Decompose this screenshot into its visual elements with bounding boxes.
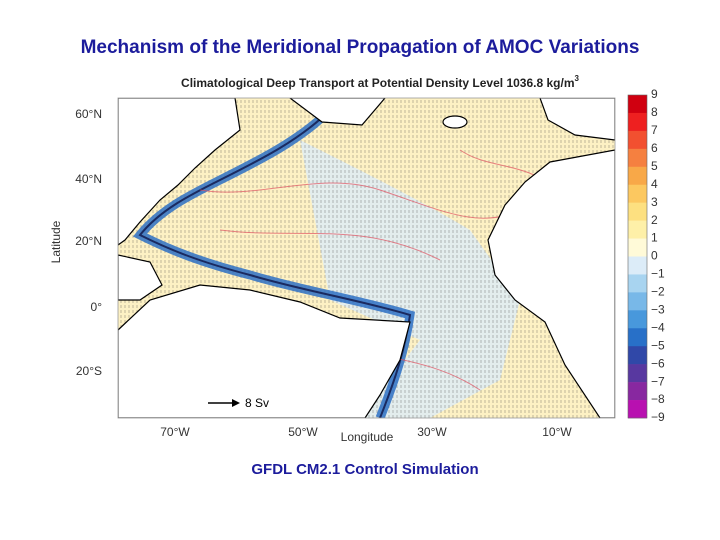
colorbar-label: 3	[651, 195, 658, 209]
colorbar-segment	[628, 328, 647, 347]
colorbar-label: 2	[651, 213, 658, 227]
colorbar-segment	[628, 238, 647, 257]
colorbar-label: −4	[651, 320, 665, 334]
colorbar-label: −2	[651, 285, 665, 299]
colorbar-segment	[628, 400, 647, 419]
colorbar-segment	[628, 292, 647, 311]
greenland	[289, 98, 386, 126]
contour-line	[199, 149, 561, 391]
colorbar-label: −9	[651, 410, 665, 424]
y-axis-label: Latitude	[49, 220, 63, 263]
lon-tick-label: 50°W	[288, 425, 318, 439]
colorbar-segment	[628, 166, 647, 186]
slide-title: Mechanism of the Meridional Propagation …	[81, 37, 640, 58]
colorbar-label: 9	[651, 87, 658, 101]
lat-tick-label: 20°S	[76, 364, 102, 378]
map	[118, 98, 615, 418]
colorbar-segment	[628, 274, 647, 293]
colorbar-segment	[628, 184, 647, 203]
figure-title-text: Climatological Deep Transport at Potenti…	[181, 76, 574, 90]
colorbar-label: −6	[651, 356, 665, 370]
colorbar-label: −7	[651, 374, 665, 388]
colorbar-label: 4	[651, 177, 658, 191]
south-america	[118, 284, 411, 418]
colorbar-segment	[628, 202, 647, 221]
africa	[487, 149, 615, 418]
figure-title-superscript: 3	[575, 74, 580, 83]
figure-title: Climatological Deep Transport at Potenti…	[181, 74, 579, 90]
colorbar-segment	[628, 256, 647, 275]
reference-vector-label: 8 Sv	[245, 396, 269, 410]
colorbar-label: 5	[651, 159, 658, 173]
colorbar-segment	[628, 112, 647, 132]
colorbar-label: 7	[651, 123, 658, 137]
reference-arrow-head	[232, 399, 240, 407]
colorbar-segment	[628, 364, 647, 383]
north-america	[118, 98, 241, 246]
colorbar-segment	[628, 220, 647, 239]
colorbar-label: −3	[651, 303, 665, 317]
lon-tick-label: 70°W	[160, 425, 190, 439]
lon-tick-label: 30°W	[417, 425, 447, 439]
lat-tick-label: 20°N	[75, 234, 102, 248]
central-america	[118, 254, 163, 301]
colorbar-label: −5	[651, 338, 665, 352]
x-axis-label: Longitude	[341, 430, 394, 444]
europe	[539, 98, 615, 141]
colorbar-label: 1	[651, 231, 658, 245]
colorbar-segment	[628, 382, 647, 401]
lon-tick-label: 10°W	[542, 425, 572, 439]
lat-tick-label: 0°	[91, 300, 103, 314]
colorbar-label: 8	[651, 105, 658, 119]
colorbar-segment	[628, 130, 647, 150]
lat-tick-label: 60°N	[75, 107, 102, 121]
colorbar-label: 0	[651, 249, 658, 263]
slide-caption: GFDL CM2.1 Control Simulation	[251, 461, 478, 478]
colorbar-segment	[628, 148, 647, 168]
colorbar-segment	[628, 95, 647, 114]
map-frame	[117, 97, 616, 419]
colorbar-label: 6	[651, 141, 658, 155]
colorbar-label: −8	[651, 392, 665, 406]
colorbar-segment	[628, 346, 647, 365]
colorbar-label: −1	[651, 267, 665, 281]
colorbar-segment	[628, 310, 647, 329]
iceland	[442, 115, 468, 129]
colorbar-frame	[627, 94, 648, 419]
lat-tick-label: 40°N	[75, 172, 102, 186]
